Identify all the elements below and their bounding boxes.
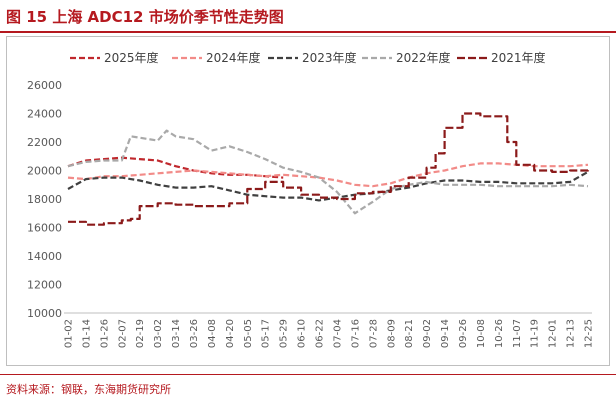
legend-label-3: 2022年度 [396, 50, 451, 65]
x-tick-label: 01-14 [81, 319, 92, 348]
y-tick-label: 12000 [27, 279, 62, 292]
series-line-1 [67, 162, 589, 188]
x-tick-label: 05-05 [243, 319, 254, 348]
source-note: 资料来源：钢联，东海期货研究所 [6, 383, 171, 396]
legend-label-0: 2025年度 [104, 50, 159, 65]
x-tick-label: 02-19 [135, 319, 146, 348]
legend-label-4: 2021年度 [491, 50, 546, 65]
x-tick-label: 02-07 [117, 319, 128, 348]
y-tick-label: 20000 [27, 165, 62, 178]
x-tick-label: 07-16 [350, 319, 361, 348]
x-tick-label: 07-28 [368, 319, 379, 348]
series-line-2 [67, 170, 589, 202]
x-tick-label: 01-26 [99, 319, 110, 348]
y-tick-label: 16000 [27, 222, 62, 235]
x-tick-label: 03-02 [153, 319, 164, 348]
x-tick-label: 04-08 [207, 319, 218, 348]
x-tick-label: 09-26 [458, 319, 469, 348]
x-tick-label: 05-29 [279, 319, 290, 348]
x-tick-label: 12-01 [548, 319, 559, 348]
y-tick-label: 26000 [27, 79, 62, 92]
figure-title-bar: 图 15 上海 ADC12 市场价季节性走势图 [0, 0, 616, 33]
legend-label-2: 2023年度 [302, 50, 357, 65]
x-tick-label: 06-22 [315, 319, 326, 348]
x-tick-label: 09-14 [440, 319, 451, 348]
x-tick-label: 08-09 [386, 319, 397, 348]
y-tick-label: 22000 [27, 136, 62, 149]
x-tick-label: 05-17 [261, 319, 272, 348]
x-tick-label: 03-14 [171, 319, 182, 348]
x-tick-label: 03-26 [189, 319, 200, 348]
series-line-4 [68, 112, 590, 226]
x-tick-label: 04-20 [225, 319, 236, 348]
x-tick-label: 01-02 [64, 319, 75, 348]
y-tick-label: 14000 [27, 250, 62, 263]
legend-label-1: 2024年度 [206, 50, 261, 65]
figure-title: 图 15 上海 ADC12 市场价季节性走势图 [6, 8, 284, 26]
x-tick-label: 07-04 [332, 319, 343, 348]
series-line-0 [67, 156, 284, 179]
series-line-3 [67, 129, 589, 215]
x-tick-label: 08-21 [404, 319, 415, 348]
y-tick-label: 10000 [27, 307, 62, 320]
x-tick-label: 06-10 [297, 319, 308, 348]
y-tick-label: 24000 [27, 108, 62, 121]
x-tick-label: 10-26 [494, 319, 505, 348]
x-tick-label: 11-19 [530, 319, 541, 348]
x-tick-label: 11-07 [512, 319, 523, 348]
x-tick-label: 12-25 [584, 319, 595, 348]
x-tick-label: 09-02 [422, 319, 433, 348]
y-tick-label: 18000 [27, 193, 62, 206]
x-tick-label: 10-08 [476, 319, 487, 348]
x-tick-label: 12-13 [566, 319, 577, 348]
source-divider [0, 374, 616, 375]
chart-frame [6, 36, 610, 366]
title-underline [0, 31, 616, 33]
